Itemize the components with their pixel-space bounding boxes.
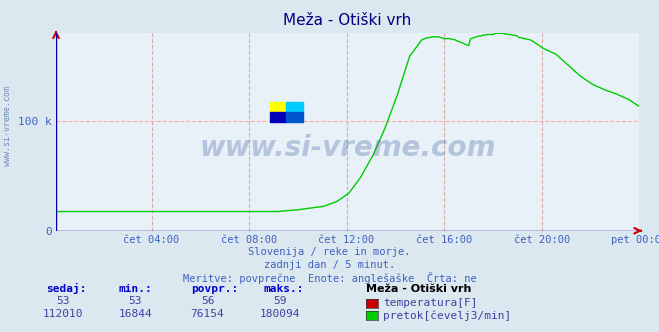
Text: 112010: 112010 [42, 309, 83, 319]
Text: zadnji dan / 5 minut.: zadnji dan / 5 minut. [264, 260, 395, 270]
Text: temperatura[F]: temperatura[F] [383, 298, 477, 308]
Text: 180094: 180094 [260, 309, 301, 319]
Text: povpr.:: povpr.: [191, 284, 239, 294]
Text: pretok[čevelj3/min]: pretok[čevelj3/min] [383, 310, 511, 321]
Text: www.si-vreme.com: www.si-vreme.com [200, 134, 496, 162]
Text: 56: 56 [201, 296, 214, 306]
Text: 59: 59 [273, 296, 287, 306]
Text: Meritve: povprečne  Enote: anglešaške  Črta: ne: Meritve: povprečne Enote: anglešaške Črt… [183, 272, 476, 284]
Text: 53: 53 [129, 296, 142, 306]
Text: Slovenija / reke in morje.: Slovenija / reke in morje. [248, 247, 411, 257]
Text: Meža - Otiški vrh: Meža - Otiški vrh [366, 284, 471, 294]
Bar [270, 112, 287, 122]
Text: www.si-vreme.com: www.si-vreme.com [3, 86, 13, 166]
Text: 53: 53 [56, 296, 69, 306]
Bar [287, 112, 302, 122]
Bar [287, 102, 302, 112]
Title: Meža - Otiški vrh: Meža - Otiški vrh [283, 13, 412, 28]
Text: 16844: 16844 [118, 309, 152, 319]
Bar [270, 102, 287, 112]
Text: 76154: 76154 [190, 309, 225, 319]
Text: maks.:: maks.: [264, 284, 304, 294]
Text: sedaj:: sedaj: [46, 283, 86, 294]
Text: min.:: min.: [119, 284, 152, 294]
